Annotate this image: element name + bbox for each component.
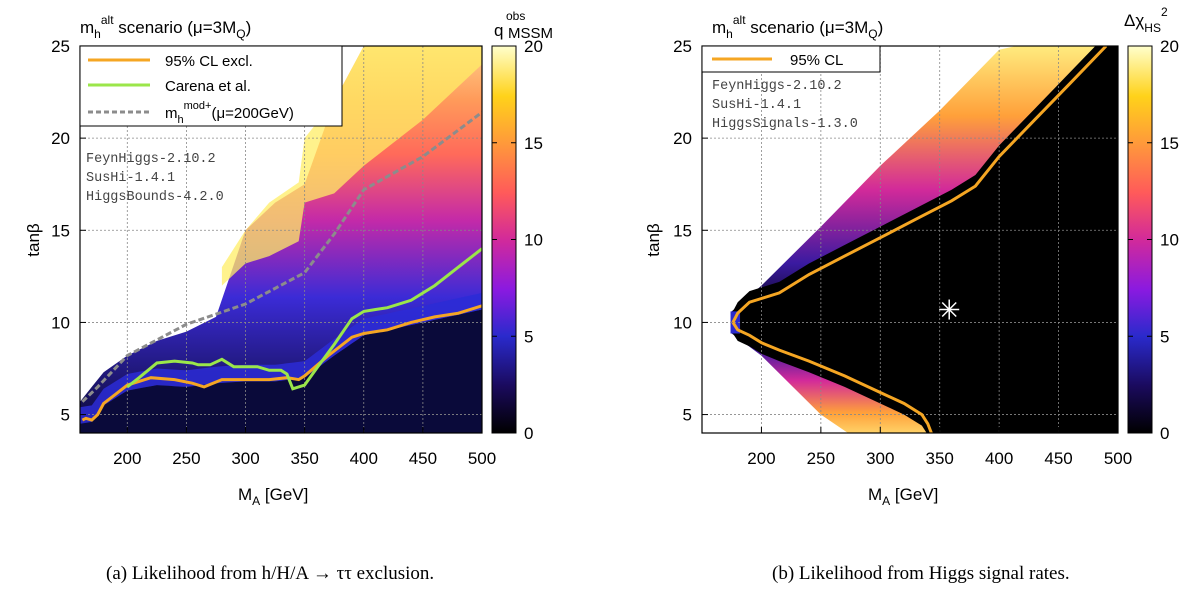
plot-a-tick-label-y: 20: [51, 129, 70, 148]
plot-b-tick-label-y: 25: [673, 37, 692, 56]
plot-a-cb-tick-label: 10: [524, 231, 543, 250]
plot-a-tick-label-y: 5: [61, 406, 70, 425]
plot-a-tick-label-x: 250: [172, 449, 200, 468]
plot-a-cb-tick-label: 15: [524, 134, 543, 153]
plot-b-tick-label-x: 200: [747, 449, 775, 468]
plot-a-cb-tick-label: 20: [524, 37, 543, 56]
plot-a-tick-label-x: 450: [409, 449, 437, 468]
plot-a-annotation-sushi: SusHi-1.4.1: [86, 171, 175, 186]
plot-b-area: [730, 46, 1118, 433]
caption-a: (a) Likelihood from h/H/A → ττ exclusion…: [106, 563, 434, 584]
curve-a-mhmod: [81, 111, 482, 403]
plot-a-ticks: 200 250 300 350 400 450 500 5 10 15 20 25: [51, 37, 496, 468]
plot-a-xlabel: MA [GeV]: [238, 485, 308, 508]
plot-a-tick-label-y: 15: [51, 221, 70, 240]
plot-b-annotation-higgssignals: HiggsSignals-1.3.0: [712, 117, 858, 132]
plot-b-tick-label-y: 20: [673, 129, 692, 148]
plot-a-ylabel: tanβ: [24, 223, 43, 257]
plot-a-annotation-higgsbounds: HiggsBounds-4.2.0: [86, 190, 224, 205]
plot-a-curves: [81, 111, 482, 422]
plot-a-colorbar: 0 5 10 15 20 qobs MSSM: [491, 9, 553, 443]
plot-b-annotation-feynhiggs: FeynHiggs-2.10.2: [712, 79, 842, 94]
plot-b-ticks: 200 250 300 350 400 450 500 5 10 15 20 25: [673, 37, 1132, 468]
plot-b-tick-label-x: 500: [1104, 449, 1132, 468]
heatmap-b-allowed-region: [732, 46, 1118, 433]
plot-a-title: mhalt scenario (μ=3MQ): [80, 13, 251, 41]
plot-b-tick-label-x: 400: [985, 449, 1013, 468]
plot-b-frame: [701, 45, 1119, 434]
plot-a-cb-tick-label: 5: [524, 327, 533, 346]
best-fit-marker-stroke: [941, 301, 957, 318]
heatmap-a-allowed-region: [80, 309, 482, 433]
plot-b-tick-label-x: 350: [926, 449, 954, 468]
plot-a-tick-label-x: 300: [231, 449, 259, 468]
plot-b-colorbar-label: ΔχHS2: [1124, 5, 1168, 35]
curve-b-95cl-lower: [731, 321, 933, 433]
plot-b-xlabel: MA [GeV]: [868, 485, 938, 508]
plot-a-legend: 95% CL excl. Carena et al. mhmod+(μ=200G…: [79, 45, 343, 127]
plot-b-title: mhalt scenario (μ=3MQ): [712, 13, 883, 41]
caption-b: (b) Likelihood from Higgs signal rates.: [772, 563, 1070, 584]
plot-b-tick-label-x: 450: [1044, 449, 1072, 468]
curve-a-carena: [126, 247, 482, 391]
plot-b-annotation-sushi: SusHi-1.4.1: [712, 98, 801, 113]
legend-label-carena: Carena et al.: [165, 78, 251, 95]
plot-b-grid: [702, 45, 1119, 433]
plot-a-tick-label-x: 500: [468, 449, 496, 468]
plot-a-area: [80, 46, 482, 433]
plot-a-annotation-feynhiggs: FeynHiggs-2.10.2: [86, 152, 216, 167]
heatmap-a-high-region: [221, 46, 482, 286]
plot-a-tick-label-y: 25: [51, 37, 70, 56]
plot-b-cb-tick-label: 10: [1160, 231, 1179, 250]
best-fit-marker: [939, 299, 960, 320]
plot-a-tick-label-x: 200: [113, 449, 141, 468]
plot-b-colorbar-ticks: 0 5 10 15 20: [1128, 37, 1179, 443]
plot-b-curves: [731, 46, 1108, 433]
plot-b-tick-label-y: 15: [673, 221, 692, 240]
plot-b-tick-label-y: 10: [673, 313, 692, 332]
curve-a-95cl: [81, 304, 482, 422]
curve-b-95cl-upper: [731, 46, 1108, 324]
plot-b-tick-label-x: 250: [807, 449, 835, 468]
plot-a-tick-label-x: 400: [350, 449, 378, 468]
legend-label-95cl: 95% CL excl.: [165, 53, 253, 70]
plot-b-cb-tick-label: 5: [1160, 327, 1169, 346]
plot-b-colorbar: 0 5 10 15 20 ΔχHS2: [1124, 5, 1179, 443]
legend-label-mod: mhmod+(μ=200GeV): [165, 100, 294, 126]
plot-a-tick-label-y: 10: [51, 313, 70, 332]
legend-label-95cl-b: 95% CL: [790, 52, 843, 69]
plot-b-ylabel: tanβ: [644, 223, 663, 257]
plot-b-legend: 95% CL: [701, 45, 881, 73]
plot-b-tick-label-x: 300: [866, 449, 894, 468]
plot-b-cb-tick-label: 20: [1160, 37, 1179, 56]
plot-a-colorbar-label: qobs MSSM: [494, 9, 553, 42]
plot-a-cb-tick-label: 0: [524, 424, 533, 443]
plot-b-cb-tick-label: 0: [1160, 424, 1169, 443]
plot-b-tick-label-y: 5: [683, 406, 692, 425]
plot-a-tick-label-x: 350: [290, 449, 318, 468]
plot-b-cb-tick-label: 15: [1160, 134, 1179, 153]
heatmap-a-transition-band: [80, 292, 482, 424]
plot-a-colorbar-ticks: 0 5 10 15 20: [492, 37, 543, 443]
